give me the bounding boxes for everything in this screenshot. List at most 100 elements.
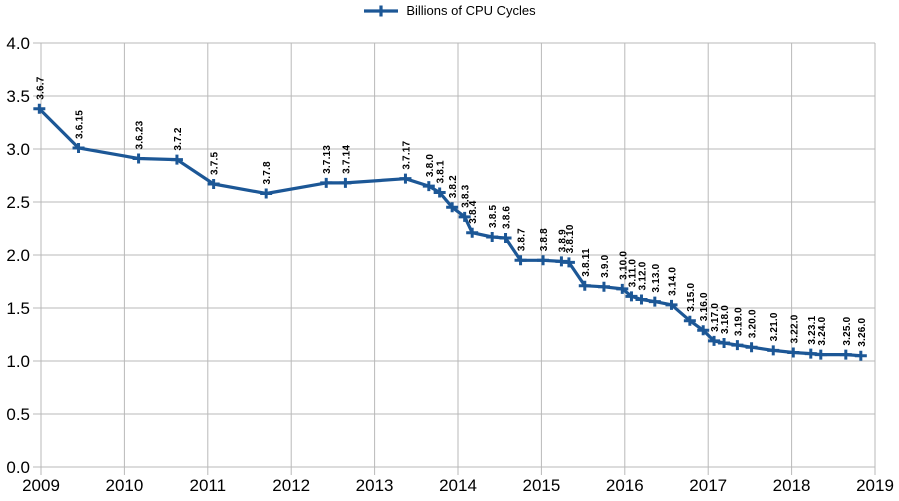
data-point-marker: [339, 177, 352, 188]
x-tick-label: 2010: [105, 476, 143, 495]
data-point-marker: [683, 315, 696, 326]
data-point-marker: [635, 294, 648, 305]
data-point-label: 3.16.0: [699, 292, 710, 321]
data-point-label: 3.6.7: [35, 76, 46, 99]
data-point-marker: [616, 283, 629, 294]
data-point-label: 3.8.5: [488, 205, 499, 228]
data-point-marker: [745, 342, 758, 353]
legend-label: Billions of CPU Cycles: [406, 3, 536, 18]
data-point-marker: [170, 154, 183, 165]
x-tick-label: 2011: [190, 476, 227, 495]
data-point-label: 3.7.8: [262, 161, 273, 184]
data-point-label: 3.19.0: [733, 307, 744, 336]
data-point-label: 3.15.0: [686, 282, 697, 311]
data-point-label: 3.20.0: [748, 309, 759, 338]
y-tick-label: 0.5: [6, 405, 30, 424]
data-point-label: 3.13.0: [651, 263, 662, 292]
data-point-marker: [731, 340, 744, 351]
data-point-marker: [514, 255, 527, 266]
data-point-label: 3.7.14: [341, 145, 352, 174]
data-point-marker: [458, 211, 471, 222]
data-point-marker: [648, 296, 661, 307]
data-point-label: 3.8.3: [461, 184, 472, 207]
x-tick-label: 2016: [606, 476, 644, 495]
x-tick-label: 2012: [272, 476, 310, 495]
data-point-marker: [787, 347, 800, 358]
data-point-label: 3.23.1: [807, 315, 818, 344]
data-point-marker: [207, 178, 220, 189]
data-point-label: 3.18.0: [720, 305, 731, 334]
data-point-label: 3.11.0: [627, 259, 638, 288]
data-point-label: 3.8.2: [448, 175, 459, 198]
data-point-label: 3.8.9: [557, 229, 568, 252]
data-point-marker: [854, 350, 867, 361]
data-point-marker: [814, 349, 827, 360]
x-tick-label: 2017: [689, 476, 727, 495]
data-point-label: 3.7.5: [210, 152, 221, 175]
data-point-marker: [839, 349, 852, 360]
data-point-marker: [708, 335, 721, 346]
data-point-marker: [446, 202, 459, 213]
x-tick-label: 2015: [522, 476, 560, 495]
data-point-marker: [625, 291, 638, 302]
data-point-label: 3.7.13: [322, 145, 333, 174]
data-point-label: 3.8.8: [539, 228, 550, 251]
data-point-label: 3.12.0: [637, 261, 648, 290]
data-point-label: 3.8.10: [565, 224, 576, 253]
x-tick-label: 2019: [856, 476, 894, 495]
y-tick-label: 4.0: [6, 34, 30, 53]
x-tick-label: 2013: [356, 476, 394, 495]
data-point-label: 3.6.23: [135, 120, 146, 149]
data-point-marker: [578, 280, 591, 291]
data-point-marker: [537, 255, 550, 266]
data-point-label: 3.17.0: [710, 303, 721, 332]
data-point-label: 3.7.17: [401, 140, 412, 169]
data-point-marker: [466, 227, 479, 238]
y-tick-label: 0.0: [6, 458, 30, 477]
data-point-label: 3.8.11: [581, 248, 592, 277]
data-point-marker: [132, 153, 145, 164]
data-point-label: 3.22.0: [789, 314, 800, 343]
data-point-marker: [399, 173, 412, 184]
data-point-marker: [260, 188, 273, 199]
y-tick-label: 2.0: [6, 246, 30, 265]
data-point-marker: [697, 325, 710, 336]
data-point-marker: [499, 233, 512, 244]
data-point-label: 3.26.0: [857, 317, 868, 346]
data-point-label: 3.9.0: [600, 254, 611, 277]
data-point-label: 3.21.0: [769, 312, 780, 341]
y-tick-label: 2.5: [6, 193, 30, 212]
data-point-label: 3.8.6: [502, 206, 513, 229]
legend-line-plus-marker-icon: [364, 5, 399, 16]
y-tick-label: 3.0: [6, 140, 30, 159]
x-tick-label: 2014: [439, 476, 477, 495]
data-point-label: 3.7.2: [173, 127, 184, 150]
data-point-marker: [486, 231, 499, 242]
data-point-marker: [767, 345, 780, 356]
data-point-label: 3.8.4: [468, 200, 479, 223]
data-point-marker: [804, 348, 817, 359]
data-point-label: 3.24.0: [817, 316, 828, 345]
data-point-marker: [320, 177, 333, 188]
data-point-marker: [33, 103, 46, 114]
data-point-marker: [718, 337, 731, 348]
data-point-marker: [597, 281, 610, 292]
data-point-label: 3.6.15: [75, 110, 86, 139]
x-tick-label: 2018: [773, 476, 811, 495]
data-point-marker: [665, 299, 678, 310]
data-point-marker: [562, 257, 575, 268]
data-point-label: 3.8.0: [425, 154, 436, 177]
data-point-label: 3.14.0: [668, 267, 679, 296]
data-point-marker: [433, 187, 446, 198]
data-point-marker: [72, 142, 85, 153]
data-point-label: 3.8.1: [436, 160, 447, 183]
y-tick-label: 1.5: [6, 299, 30, 318]
legend: Billions of CPU Cycles: [0, 3, 899, 18]
y-tick-label: 1.0: [6, 352, 30, 371]
data-point-label: 3.10.0: [618, 251, 629, 280]
data-point-label: 3.8.7: [517, 228, 528, 251]
data-point-label: 3.25.0: [842, 316, 853, 345]
data-point-marker: [422, 181, 435, 192]
